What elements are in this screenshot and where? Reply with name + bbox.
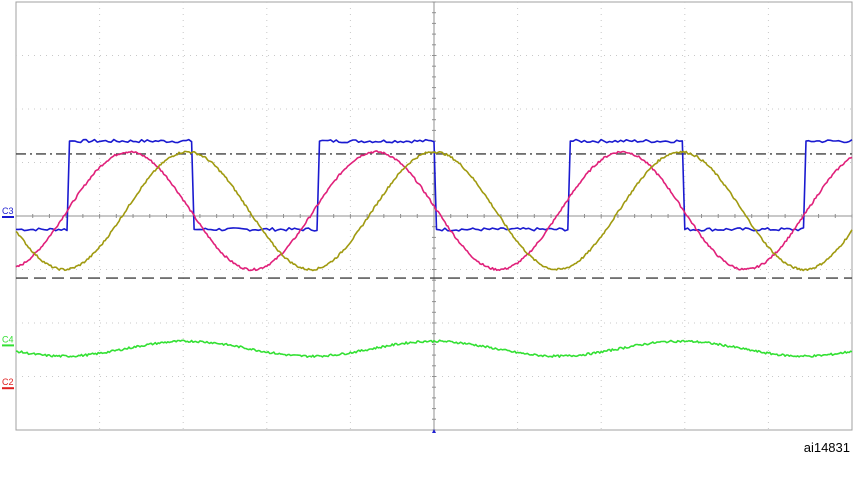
channel-label-c2: C2 bbox=[2, 377, 14, 387]
channel-labels: C3 C4 C2 bbox=[2, 206, 14, 390]
channel-label-c3: C3 bbox=[2, 206, 14, 216]
trace-c3 bbox=[16, 138, 853, 232]
trace-series-2 bbox=[15, 150, 853, 272]
traces bbox=[15, 138, 853, 358]
trace-c4 bbox=[15, 339, 853, 358]
channel-label-c4: C4 bbox=[2, 334, 14, 344]
scope-grid bbox=[15, 1, 853, 433]
cursor-lines bbox=[16, 153, 852, 279]
trigger-marker bbox=[432, 429, 436, 433]
trace-series-1 bbox=[15, 150, 853, 272]
figure-id: ai14831 bbox=[803, 440, 850, 455]
